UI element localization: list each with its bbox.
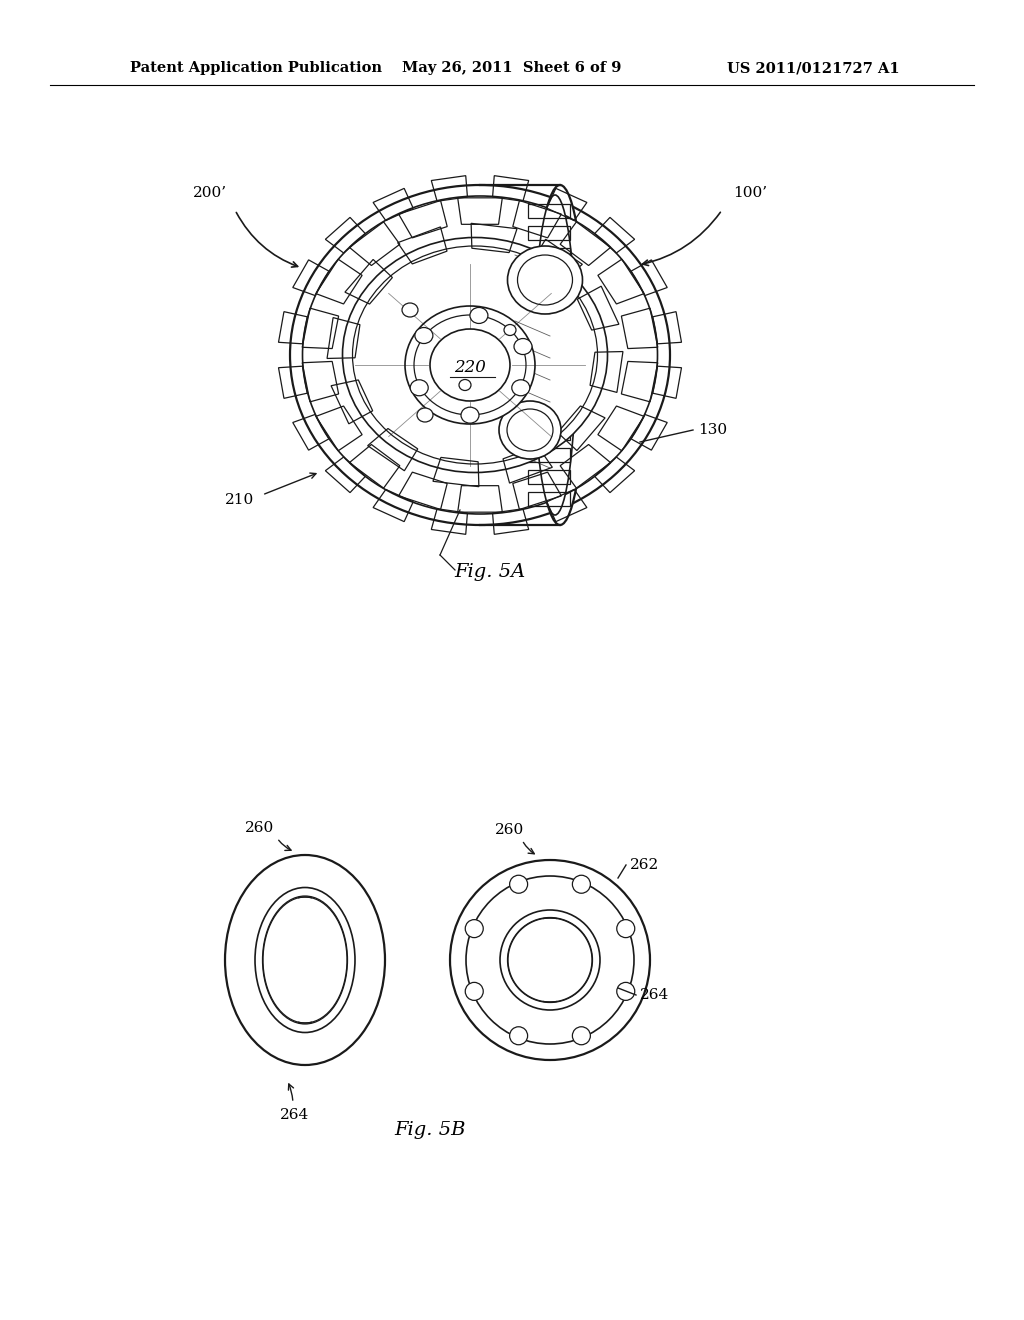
Ellipse shape: [342, 238, 607, 473]
Text: 210: 210: [225, 492, 255, 507]
Ellipse shape: [470, 308, 487, 323]
Ellipse shape: [262, 896, 347, 1024]
Text: 264: 264: [281, 1107, 309, 1122]
Ellipse shape: [430, 329, 510, 401]
Text: Patent Application Publication: Patent Application Publication: [130, 61, 382, 75]
Ellipse shape: [352, 246, 597, 465]
Ellipse shape: [461, 407, 479, 424]
Ellipse shape: [255, 887, 355, 1032]
Ellipse shape: [500, 909, 600, 1010]
Ellipse shape: [512, 380, 529, 396]
Ellipse shape: [402, 304, 418, 317]
Ellipse shape: [508, 917, 593, 1002]
Ellipse shape: [450, 861, 650, 1060]
Text: 260: 260: [496, 822, 524, 837]
Text: Fig. 5A: Fig. 5A: [455, 564, 525, 581]
Ellipse shape: [572, 1027, 591, 1044]
Ellipse shape: [507, 409, 553, 451]
Text: 100’: 100’: [733, 186, 767, 201]
Ellipse shape: [514, 338, 532, 355]
Ellipse shape: [534, 185, 586, 525]
Text: 260: 260: [246, 821, 274, 836]
Text: 220: 220: [454, 359, 486, 375]
Text: 264: 264: [640, 987, 670, 1002]
Ellipse shape: [504, 325, 516, 335]
Ellipse shape: [302, 195, 657, 513]
Ellipse shape: [225, 855, 385, 1065]
Text: Fig. 5B: Fig. 5B: [394, 1121, 466, 1139]
Ellipse shape: [465, 920, 483, 937]
Text: May 26, 2011  Sheet 6 of 9: May 26, 2011 Sheet 6 of 9: [402, 61, 622, 75]
Text: 262: 262: [630, 858, 659, 873]
Ellipse shape: [466, 876, 634, 1044]
Text: US 2011/0121727 A1: US 2011/0121727 A1: [727, 61, 900, 75]
Ellipse shape: [465, 982, 483, 1001]
Text: 200’: 200’: [193, 186, 227, 201]
Ellipse shape: [616, 982, 635, 1001]
Ellipse shape: [499, 401, 561, 459]
Ellipse shape: [415, 327, 433, 343]
Ellipse shape: [406, 306, 535, 424]
Ellipse shape: [510, 875, 527, 894]
Ellipse shape: [510, 1027, 527, 1044]
Ellipse shape: [517, 255, 572, 305]
Ellipse shape: [572, 875, 591, 894]
Ellipse shape: [411, 380, 428, 396]
Ellipse shape: [414, 315, 526, 414]
Ellipse shape: [534, 195, 575, 515]
Ellipse shape: [290, 185, 670, 525]
Ellipse shape: [459, 380, 471, 391]
Ellipse shape: [417, 408, 433, 422]
Text: 130: 130: [698, 422, 727, 437]
Ellipse shape: [616, 920, 635, 937]
Ellipse shape: [508, 246, 583, 314]
